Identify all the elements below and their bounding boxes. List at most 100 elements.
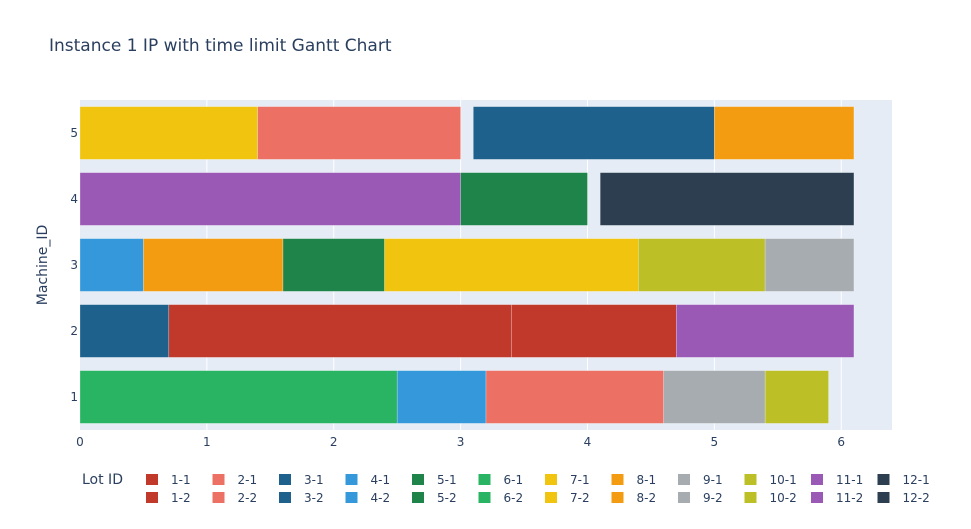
legend-item[interactable]: 10-2 bbox=[744, 491, 797, 505]
legend-label: 5-2 bbox=[437, 491, 457, 505]
legend-label: 1-2 bbox=[171, 491, 191, 505]
legend-label: 9-2 bbox=[703, 491, 723, 505]
x-tick-label: 1 bbox=[203, 435, 211, 449]
gantt-bar[interactable] bbox=[599, 172, 855, 226]
y-axis-ticks: 1 2 3 4 5 bbox=[70, 126, 78, 404]
x-tick-label: 4 bbox=[584, 435, 592, 449]
gantt-bar[interactable] bbox=[714, 106, 855, 160]
legend-item[interactable]: 5-1 bbox=[412, 473, 457, 487]
y-tick-label: 3 bbox=[70, 258, 78, 272]
legend-swatch bbox=[146, 492, 158, 503]
gantt-bar[interactable] bbox=[257, 106, 461, 160]
legend-label: 2-1 bbox=[238, 473, 258, 487]
gantt-bar[interactable] bbox=[384, 238, 639, 292]
gantt-bar[interactable] bbox=[638, 238, 766, 292]
legend[interactable]: 1-1 2-1 3-1 4-1 5-1 6-1 7-1 8-1 9-1 10-1 11-1 12-1 1… bbox=[146, 473, 930, 505]
legend-item[interactable]: 1-2 bbox=[146, 491, 191, 505]
gantt-bar[interactable] bbox=[764, 238, 855, 292]
y-tick-label: 2 bbox=[70, 324, 78, 338]
legend-label: 4-1 bbox=[371, 473, 391, 487]
gantt-bar[interactable] bbox=[79, 172, 461, 226]
legend-swatch bbox=[345, 492, 358, 503]
legend-item[interactable]: 11-2 bbox=[811, 491, 863, 505]
legend-swatch bbox=[744, 474, 757, 485]
legend-item[interactable]: 12-2 bbox=[877, 491, 930, 505]
x-axis-ticks: 0 1 2 3 4 5 6 bbox=[76, 435, 845, 449]
legend-item[interactable]: 3-1 bbox=[279, 473, 324, 487]
legend-swatch bbox=[345, 474, 358, 485]
gantt-bar[interactable] bbox=[663, 370, 766, 424]
legend-label: 10-1 bbox=[770, 473, 797, 487]
legend-item[interactable]: 6-1 bbox=[478, 473, 524, 487]
legend-item[interactable]: 10-1 bbox=[744, 473, 797, 487]
legend-item[interactable]: 8-1 bbox=[611, 473, 657, 487]
legend-swatch bbox=[877, 492, 890, 503]
legend-label: 3-2 bbox=[304, 491, 324, 505]
legend-item[interactable]: 7-1 bbox=[545, 473, 590, 487]
legend-label: 5-1 bbox=[437, 473, 457, 487]
legend-item[interactable]: 12-1 bbox=[877, 473, 930, 487]
legend-swatch bbox=[678, 492, 690, 503]
legend-swatch bbox=[611, 474, 624, 485]
y-tick-label: 5 bbox=[70, 126, 78, 140]
legend-label: 6-2 bbox=[504, 491, 524, 505]
gantt-bar[interactable] bbox=[473, 106, 715, 160]
legend-label: 12-2 bbox=[903, 491, 930, 505]
x-tick-label: 3 bbox=[457, 435, 465, 449]
x-tick-label: 2 bbox=[330, 435, 338, 449]
legend-item[interactable]: 4-1 bbox=[345, 473, 391, 487]
legend-label: 10-2 bbox=[770, 491, 797, 505]
legend-label: 8-1 bbox=[637, 473, 657, 487]
bars bbox=[79, 106, 855, 424]
gantt-bar[interactable] bbox=[396, 370, 487, 424]
gantt-bar[interactable] bbox=[79, 370, 398, 424]
legend-label: 7-1 bbox=[570, 473, 590, 487]
gantt-bar[interactable] bbox=[676, 304, 855, 358]
legend-item[interactable]: 8-2 bbox=[611, 491, 657, 505]
legend-swatch bbox=[478, 474, 491, 485]
legend-title: Lot ID bbox=[82, 472, 123, 488]
legend-item[interactable]: 1-1 bbox=[146, 473, 191, 487]
chart-title: Instance 1 IP with time limit Gantt Char… bbox=[49, 36, 392, 56]
legend-swatch bbox=[146, 474, 158, 485]
y-tick-label: 4 bbox=[70, 192, 78, 206]
gantt-bar[interactable] bbox=[79, 106, 258, 160]
x-tick-label: 6 bbox=[837, 435, 845, 449]
legend-item[interactable]: 2-2 bbox=[212, 491, 258, 505]
gantt-bar[interactable] bbox=[79, 304, 170, 358]
legend-item[interactable]: 9-2 bbox=[678, 491, 723, 505]
gantt-bar[interactable] bbox=[485, 370, 664, 424]
legend-item[interactable]: 6-2 bbox=[478, 491, 524, 505]
legend-item[interactable]: 9-1 bbox=[678, 473, 723, 487]
gantt-bar[interactable] bbox=[168, 304, 512, 358]
legend-label: 11-2 bbox=[836, 491, 863, 505]
legend-item[interactable]: 3-2 bbox=[279, 491, 324, 505]
gantt-bar[interactable] bbox=[79, 238, 144, 292]
y-axis-label: Machine_ID bbox=[35, 225, 51, 306]
legend-swatch bbox=[279, 474, 291, 485]
gantt-bar[interactable] bbox=[143, 238, 284, 292]
legend-swatch bbox=[545, 492, 557, 503]
gantt-bar[interactable] bbox=[511, 304, 677, 358]
legend-label: 7-2 bbox=[570, 491, 590, 505]
gantt-bar[interactable] bbox=[460, 172, 588, 226]
legend-swatch bbox=[412, 474, 424, 485]
legend-swatch bbox=[412, 492, 424, 503]
legend-item[interactable]: 5-2 bbox=[412, 491, 457, 505]
legend-label: 8-2 bbox=[637, 491, 657, 505]
legend-swatch bbox=[744, 492, 757, 503]
legend-item[interactable]: 2-1 bbox=[212, 473, 258, 487]
legend-swatch bbox=[877, 474, 890, 485]
legend-label: 6-1 bbox=[504, 473, 524, 487]
legend-swatch bbox=[212, 492, 225, 503]
legend-swatch bbox=[811, 474, 823, 485]
legend-label: 12-1 bbox=[903, 473, 930, 487]
legend-item[interactable]: 11-1 bbox=[811, 473, 863, 487]
legend-swatch bbox=[545, 474, 557, 485]
legend-swatch bbox=[279, 492, 291, 503]
gantt-bar[interactable] bbox=[282, 238, 385, 292]
legend-item[interactable]: 4-2 bbox=[345, 491, 391, 505]
legend-item[interactable]: 7-2 bbox=[545, 491, 590, 505]
gantt-bar[interactable] bbox=[764, 370, 829, 424]
